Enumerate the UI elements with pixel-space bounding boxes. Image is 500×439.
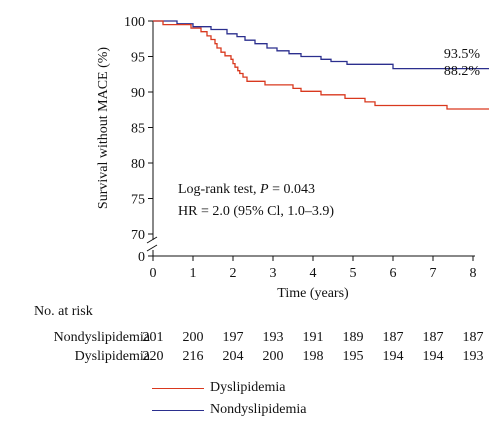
x-tick-label: 8: [470, 266, 477, 281]
x-axis-label: Time (years): [277, 286, 349, 300]
nondyslipidemia-end-label: 93.5%: [444, 47, 481, 62]
risk-cell: 193: [262, 330, 284, 345]
hazard-ratio-annotation: HR = 2.0 (95% Cl, 1.0–3.9): [178, 204, 334, 219]
risk-row-dyslipidemia: Dyslipidemia 220 216 204 200 198 195 194 194 193: [0, 349, 500, 367]
legend-swatch-nondyslipidemia: [152, 410, 204, 411]
y-tick-label: 95: [131, 51, 145, 66]
legend-label: Nondyslipidemia: [210, 402, 307, 417]
y-axis-label: Survival without MACE (%): [96, 47, 111, 209]
risk-row-label: Nondyslipidemia: [53, 330, 150, 345]
x-tick-label: 7: [430, 266, 437, 281]
y-tick-label: 90: [131, 86, 145, 101]
x-tick-label: 2: [230, 266, 237, 281]
risk-cell: 216: [182, 349, 204, 364]
legend-swatch-dyslipidemia: [152, 388, 204, 389]
nondyslipidemia-curve: [153, 20, 489, 70]
legend-label: Dyslipidemia: [210, 380, 286, 395]
y-tick-label: 75: [131, 193, 145, 208]
risk-row-label: Dyslipidemia: [74, 349, 150, 364]
x-tick-label: 0: [150, 266, 157, 281]
y-axis-break-mark: [146, 244, 158, 252]
y-tick-label: 70: [131, 228, 145, 243]
risk-cell: 191: [302, 330, 324, 345]
y-tick-label: 100: [124, 15, 145, 30]
axes: [146, 21, 475, 257]
risk-cell: 220: [142, 349, 164, 364]
risk-cell: 204: [222, 349, 244, 364]
y-tick-label: 80: [131, 157, 145, 172]
x-tick-label: 6: [390, 266, 397, 281]
risk-cell: 200: [182, 330, 204, 345]
x-tick-label: 4: [310, 266, 317, 281]
risk-cell: 187: [462, 330, 484, 345]
log-rank-annotation: Log-rank test, P = 0.043: [178, 182, 315, 197]
dyslipidemia-end-label: 88.2%: [444, 64, 481, 79]
risk-cell: 200: [262, 349, 284, 364]
survival-curves: [153, 20, 489, 110]
risk-cell: 197: [222, 330, 244, 345]
risk-cell: 201: [142, 330, 164, 345]
risk-cell: 187: [422, 330, 444, 345]
risk-cell: 198: [302, 349, 324, 364]
y-axis-break-mark: [146, 236, 158, 244]
x-tick-label: 5: [350, 266, 357, 281]
x-tick-label: 1: [190, 266, 197, 281]
x-tick-label: 3: [270, 266, 277, 281]
risk-cell: 195: [342, 349, 364, 364]
risk-cell: 194: [382, 349, 404, 364]
risk-row-nondyslipidemia: Nondyslipidemia 201 200 197 193 191 189 187 187…: [0, 330, 500, 348]
y-tick-label: 85: [131, 122, 145, 137]
km-chart: 100 95 90 85 80 75 70 00 1 2 3 4 5 6 7 8 Survival witho…: [96, 15, 489, 300]
risk-cell: 194: [422, 349, 444, 364]
risk-cell: 187: [382, 330, 404, 345]
risk-table-title: No. at risk: [34, 304, 93, 319]
risk-cell: 189: [342, 330, 364, 345]
risk-cell: 193: [462, 349, 484, 364]
dyslipidemia-curve: [153, 20, 489, 110]
y-tick-label: 0: [138, 250, 145, 265]
ticks: 100 95 90 85 80 75 70 00 1 2 3 4 5 6 7 8: [124, 15, 477, 281]
